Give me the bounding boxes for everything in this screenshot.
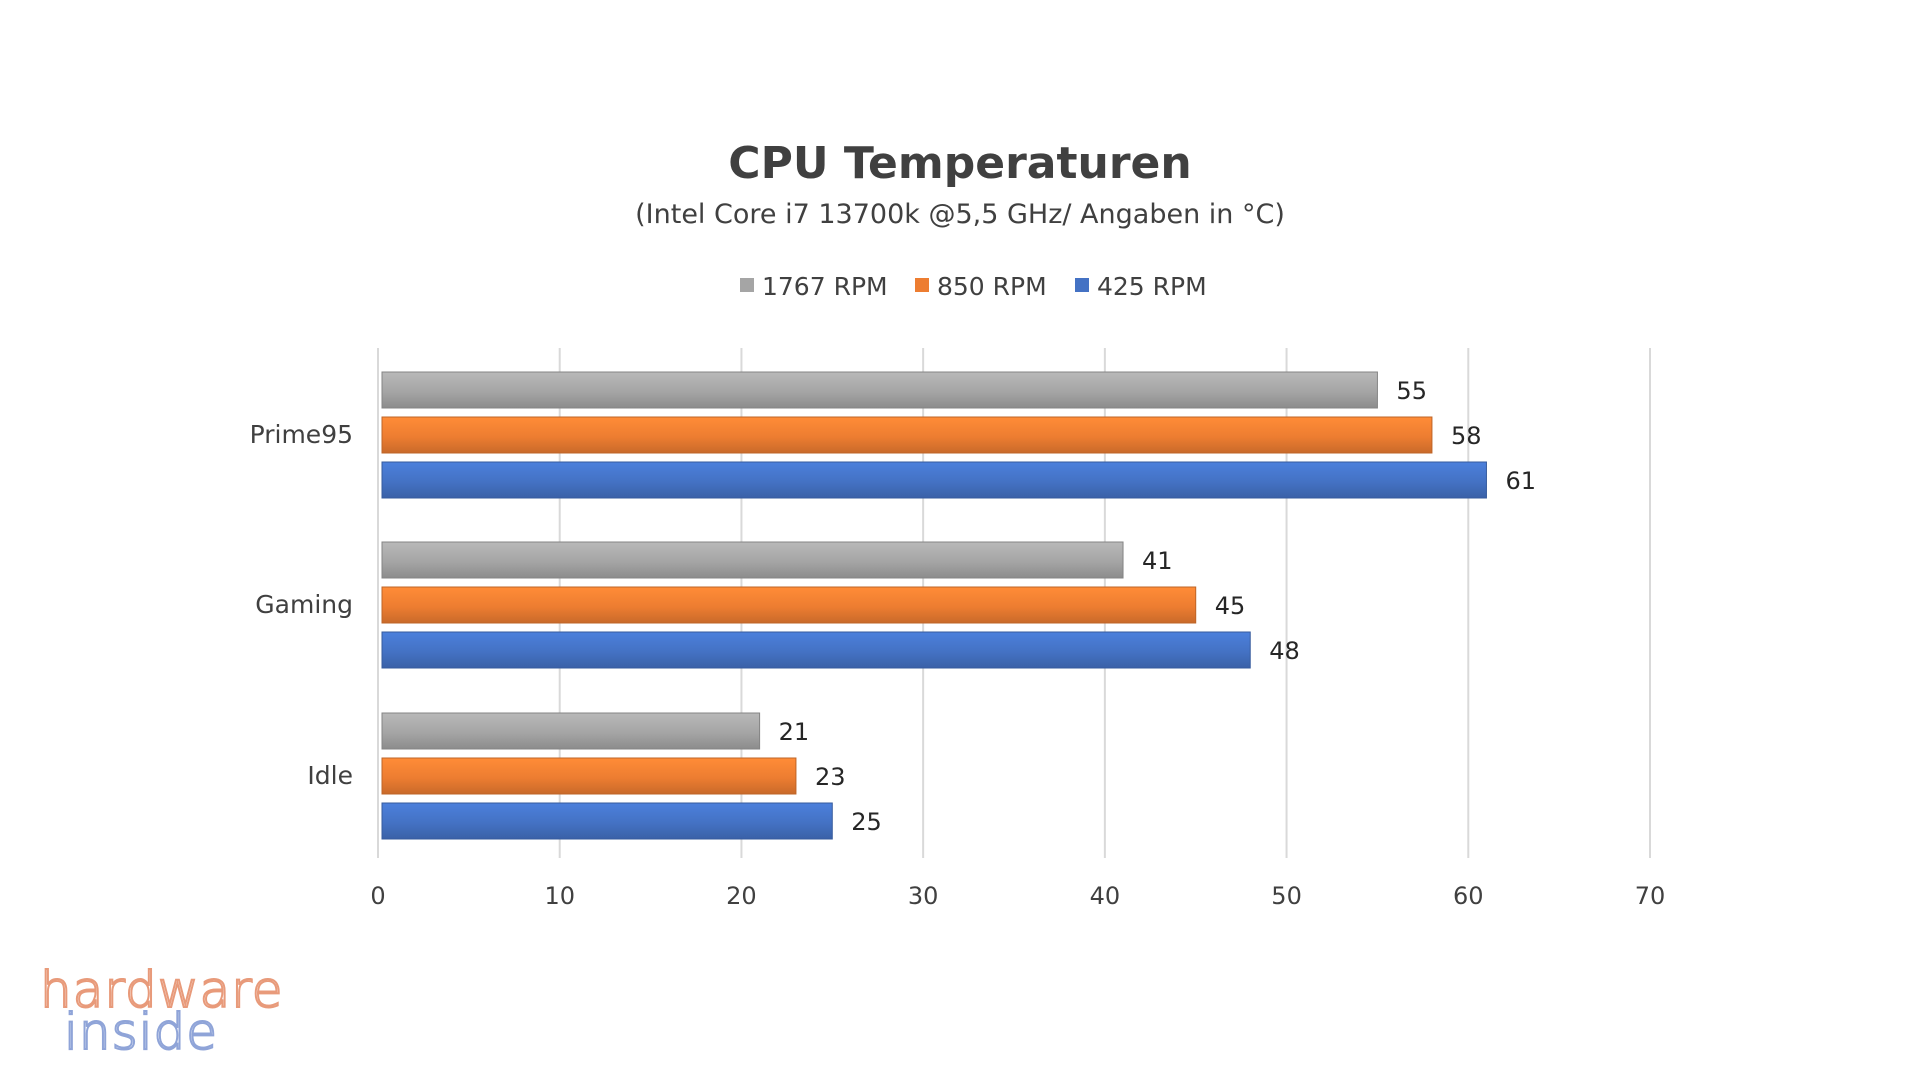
data-label: 25 xyxy=(851,808,882,836)
bar-idle-0 xyxy=(381,712,761,750)
data-label: 45 xyxy=(1215,592,1246,620)
legend-swatch xyxy=(915,278,929,292)
data-label: 21 xyxy=(779,718,810,746)
legend-swatch xyxy=(1075,278,1089,292)
hardware-inside-logo: hardware inside xyxy=(39,961,340,1061)
x-tick-label: 40 xyxy=(1090,882,1121,910)
chart-subtitle: (Intel Core i7 13700k @5,5 GHz/ Angaben … xyxy=(635,199,1285,230)
bar-prime95-1 xyxy=(381,416,1433,454)
bar-prime95-2 xyxy=(381,461,1487,499)
data-label: 48 xyxy=(1269,637,1300,665)
x-tick-label: 10 xyxy=(544,882,575,910)
bar-gaming-2 xyxy=(381,631,1251,669)
legend-swatch xyxy=(740,278,754,292)
legend: 1767 RPM 850 RPM 425 RPM xyxy=(740,272,1207,301)
bar-prime95-0 xyxy=(381,371,1378,409)
x-tick-label: 50 xyxy=(1271,882,1302,910)
x-tick-label: 30 xyxy=(908,882,939,910)
legend-label: 425 RPM xyxy=(1097,272,1207,301)
category-label: Gaming xyxy=(255,590,353,619)
category-label: Prime95 xyxy=(250,420,353,449)
data-label: 23 xyxy=(815,763,846,791)
bar-idle-1 xyxy=(381,757,797,795)
data-label: 61 xyxy=(1505,467,1536,495)
category-labels: Prime95 Gaming Idle xyxy=(250,420,353,790)
logo-text-hardware: hardware xyxy=(39,961,284,1019)
logo-text-inside: inside xyxy=(63,1003,219,1061)
bar-gaming-0 xyxy=(381,541,1124,579)
data-label: 55 xyxy=(1396,377,1427,405)
data-label: 58 xyxy=(1451,422,1482,450)
chart-title: CPU Temperaturen xyxy=(728,138,1191,189)
bar-gaming-1 xyxy=(381,586,1197,624)
x-tick-label: 0 xyxy=(370,882,385,910)
x-tick-label: 20 xyxy=(726,882,757,910)
x-tick-label: 60 xyxy=(1453,882,1484,910)
legend-label: 1767 RPM xyxy=(762,272,888,301)
bar-idle-2 xyxy=(381,802,833,840)
x-tick-label: 70 xyxy=(1635,882,1666,910)
category-label: Idle xyxy=(307,761,353,790)
x-axis-ticks: 0 10 20 30 40 50 60 70 xyxy=(370,882,1665,910)
legend-label: 850 RPM xyxy=(937,272,1047,301)
data-label: 41 xyxy=(1142,547,1173,575)
